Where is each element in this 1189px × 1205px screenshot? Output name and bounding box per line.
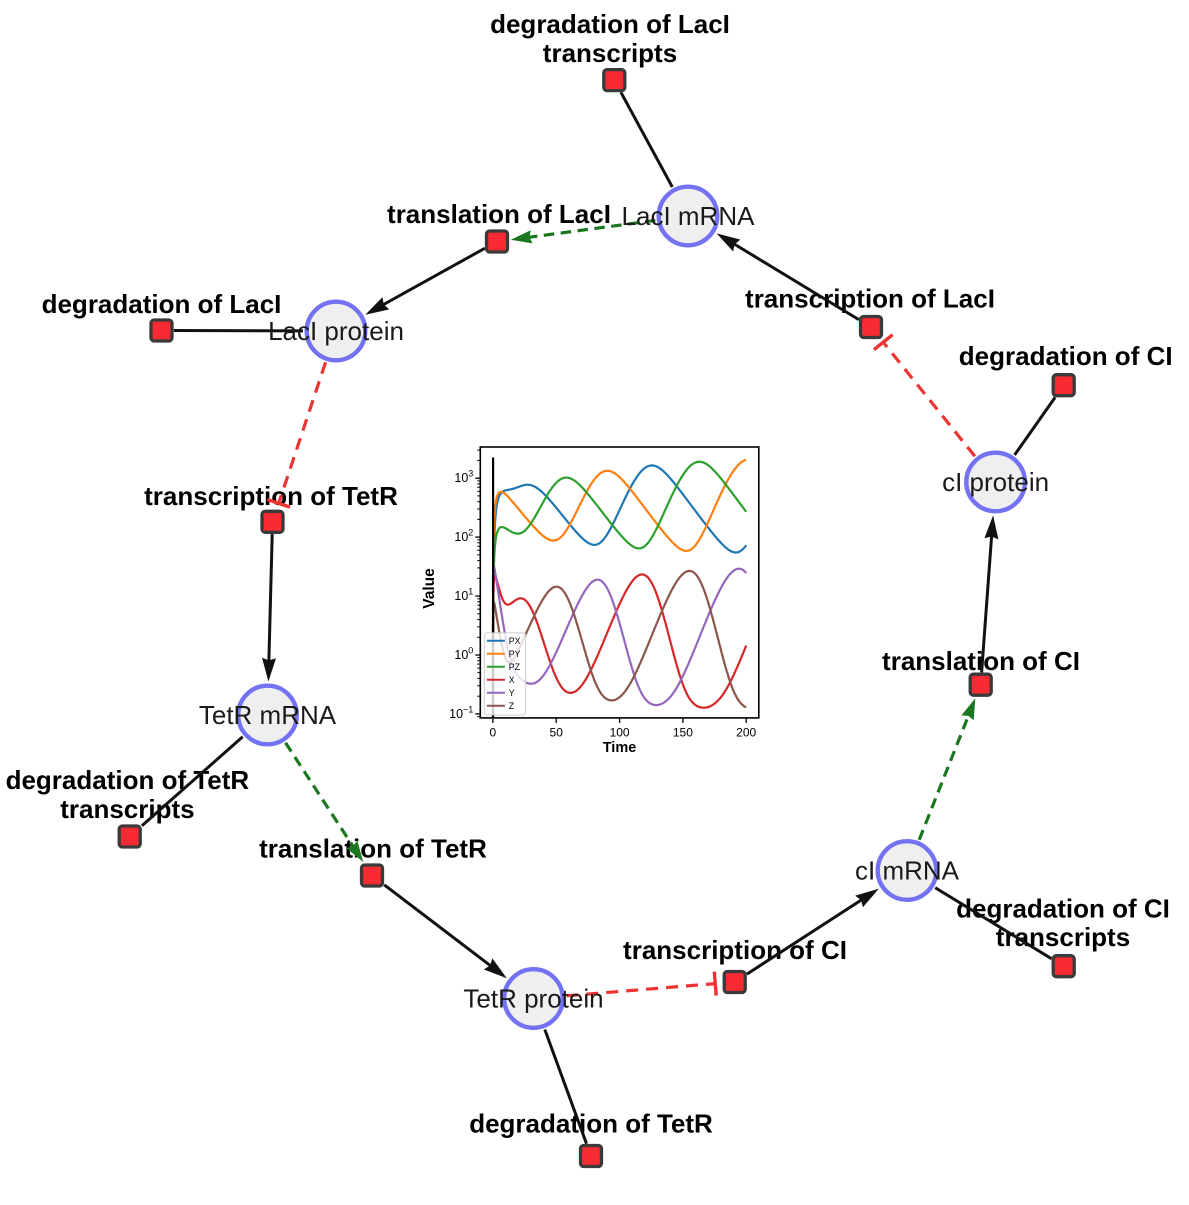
svg-text:TetR mRNA: TetR mRNA	[199, 700, 337, 730]
svg-text:cI protein: cI protein	[942, 467, 1049, 497]
svg-text:transcripts: transcripts	[543, 38, 677, 68]
svg-text:degradation of TetR: degradation of TetR	[6, 765, 250, 795]
svg-text:LacI protein: LacI protein	[268, 316, 404, 346]
svg-text:200: 200	[736, 726, 756, 740]
svg-text:cI mRNA: cI mRNA	[855, 856, 960, 886]
svg-text:Z: Z	[509, 701, 515, 711]
svg-text:LacI mRNA: LacI mRNA	[622, 201, 756, 231]
svg-text:PY: PY	[509, 649, 521, 659]
svg-text:TetR protein: TetR protein	[463, 984, 603, 1014]
svg-text:50: 50	[550, 726, 564, 740]
svg-text:degradation of TetR: degradation of TetR	[469, 1109, 713, 1139]
svg-text:degradation of LacI: degradation of LacI	[42, 289, 282, 319]
svg-text:Value: Value	[421, 568, 438, 609]
svg-text:transcription of TetR: transcription of TetR	[144, 481, 398, 511]
svg-text:100: 100	[610, 726, 630, 740]
svg-text:X: X	[509, 675, 515, 685]
svg-text:150: 150	[673, 726, 693, 740]
svg-text:Y: Y	[509, 688, 515, 698]
svg-text:translation of LacI: translation of LacI	[387, 199, 611, 229]
svg-text:degradation of LacI: degradation of LacI	[490, 9, 730, 39]
svg-text:degradation of CI: degradation of CI	[959, 341, 1173, 371]
svg-text:transcription of LacI: transcription of LacI	[745, 284, 995, 314]
svg-text:0: 0	[490, 726, 497, 740]
svg-text:PZ: PZ	[509, 662, 521, 672]
svg-text:translation of TetR: translation of TetR	[259, 834, 487, 864]
svg-text:Time: Time	[603, 740, 637, 756]
svg-text:PX: PX	[509, 636, 521, 646]
svg-text:transcription of CI: transcription of CI	[623, 935, 847, 965]
